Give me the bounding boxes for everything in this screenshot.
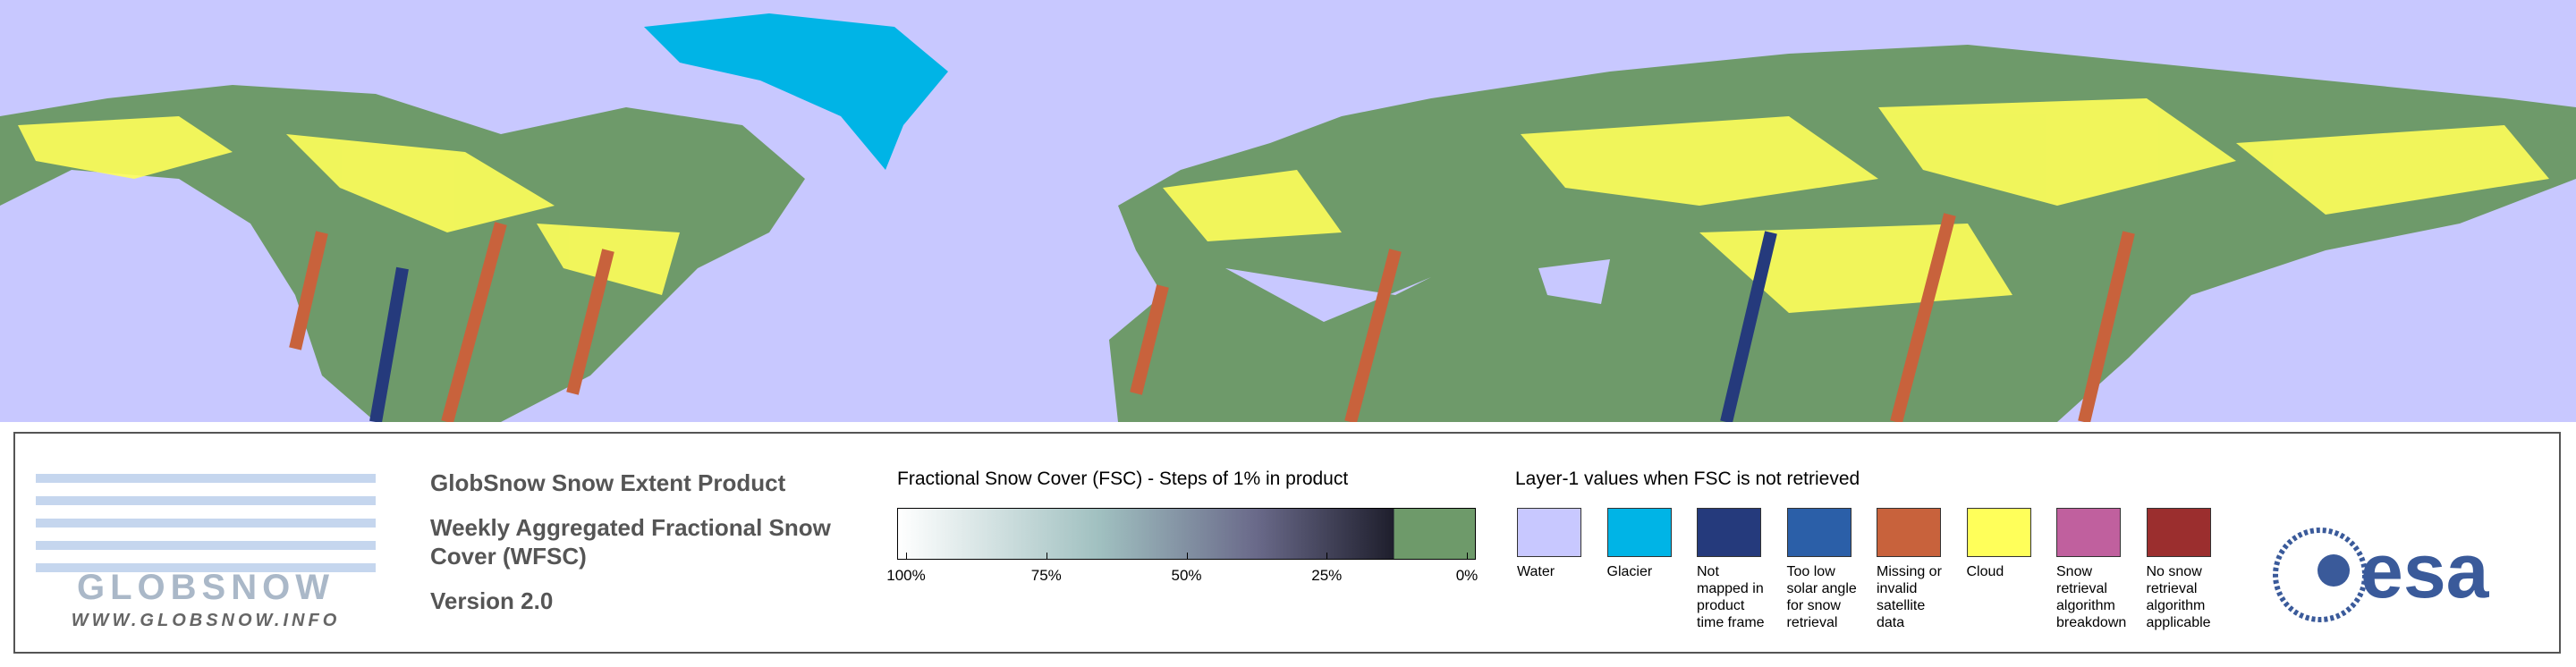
- logo-url: WWW.GLOBSNOW.INFO: [72, 611, 341, 630]
- legend-swatch: [1877, 508, 1941, 557]
- legend-label: No snow retrieval algorithm applicable: [2146, 564, 2211, 630]
- colorbar-tick-label: 0%: [1455, 567, 1479, 584]
- legend-label: Glacier: [1606, 564, 1653, 579]
- legend-swatch: [1966, 508, 2031, 557]
- subtitle: Weekly Aggregated Fractional Snow Cover …: [430, 514, 831, 570]
- colorbar-tick: [906, 553, 907, 560]
- colorbar-title: Fractional Snow Cover (FSC) - Steps of 1…: [897, 469, 1349, 489]
- colorbar-tick: [1186, 553, 1188, 560]
- legend-label: Too low solar angle for snow retrieval: [1786, 564, 1857, 630]
- legend-swatch: [1606, 508, 1672, 557]
- title: GlobSnow Snow Extent Product: [430, 469, 786, 496]
- legend-label: Snow retrieval algorithm breakdown: [2056, 564, 2127, 630]
- globsnow-logo: GLOBSNOW WWW.GLOBSNOW.INFO: [36, 474, 376, 630]
- version: Version 2.0: [430, 587, 554, 614]
- legend-label: Missing or invalid satellite data: [1877, 564, 1942, 630]
- map: [0, 0, 2576, 422]
- colorbar-tick: [1467, 553, 1468, 560]
- colorbar-tick-label: 50%: [1171, 567, 1202, 584]
- legend-swatch: [2056, 508, 2121, 557]
- esa-logo: esa: [2273, 528, 2490, 622]
- colorbar-tick: [1326, 553, 1328, 560]
- colorbar-tick-label: 75%: [1030, 567, 1062, 584]
- legend-swatch: [1517, 508, 1581, 557]
- legend-swatch: [2146, 508, 2211, 557]
- legend-label: Cloud: [1966, 564, 2004, 579]
- esa-name: esa: [2360, 528, 2490, 614]
- legend-label: Not mapped in product time frame: [1697, 564, 1765, 630]
- legend-panel: [13, 432, 2561, 654]
- colorbar-tick: [1046, 553, 1047, 560]
- legend-swatch: [1786, 508, 1852, 557]
- colorbar-tick-label: 25%: [1311, 567, 1343, 584]
- logo-name: GLOBSNOW: [77, 568, 335, 607]
- colorbar-tick-label: 100%: [886, 567, 926, 584]
- legend-title: Layer-1 values when FSC is not retrieved: [1515, 469, 1860, 489]
- legend-label: Water: [1517, 564, 1555, 579]
- legend-swatch: [1697, 508, 1761, 557]
